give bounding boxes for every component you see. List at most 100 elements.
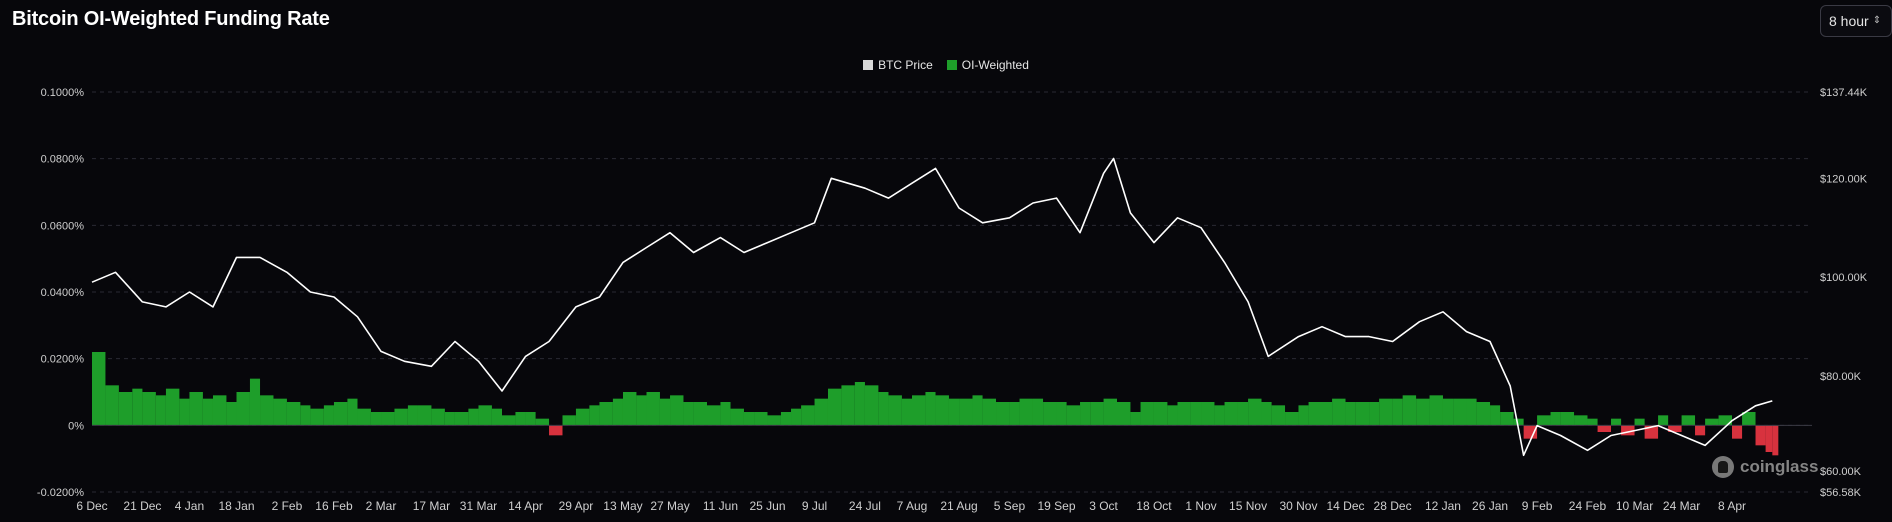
funding-bar-positive — [515, 412, 526, 426]
funding-bar-positive — [730, 408, 744, 426]
funding-bar-positive — [155, 395, 166, 426]
x-tick-label: 24 Mar — [1663, 499, 1700, 513]
funding-bar-positive — [1130, 412, 1141, 426]
funding-bar-positive — [1634, 418, 1645, 426]
x-tick-label: 24 Jul — [849, 499, 881, 513]
funding-bar-positive — [575, 408, 590, 426]
x-tick-label: 16 Feb — [315, 499, 353, 513]
funding-bar-positive — [260, 395, 274, 426]
funding-bar-positive — [1080, 402, 1091, 426]
funding-bar-positive — [599, 402, 613, 426]
funding-bar-positive — [525, 412, 536, 426]
funding-bar-positive — [226, 402, 237, 426]
funding-bar-positive — [767, 415, 781, 426]
funding-bar-positive — [1537, 415, 1551, 426]
funding-bar-positive — [1513, 418, 1524, 426]
funding-bar-positive — [478, 405, 492, 426]
funding-bar-positive — [707, 405, 721, 426]
funding-bar-positive — [791, 408, 802, 426]
funding-bar-positive — [562, 415, 576, 426]
x-tick-label: 10 Mar — [1616, 499, 1653, 513]
watermark-text: coinglass — [1740, 457, 1819, 476]
x-tick-label: 15 Nov — [1229, 499, 1267, 513]
funding-bar-positive — [780, 412, 792, 426]
funding-bar-positive — [1224, 402, 1238, 426]
x-tick-label: 14 Apr — [508, 499, 543, 513]
x-tick-label: 29 Apr — [559, 499, 594, 513]
funding-bar-positive — [1177, 402, 1191, 426]
x-tick-label: 4 Jan — [175, 499, 204, 513]
funding-bar-positive — [1587, 418, 1598, 426]
funding-bar-positive — [1560, 412, 1575, 426]
funding-bar-positive — [1574, 415, 1588, 426]
funding-bar-positive — [1103, 398, 1117, 426]
funding-bar-positive — [491, 408, 502, 426]
funding-bar-positive — [612, 398, 623, 426]
funding-bar-positive — [1453, 398, 1467, 426]
funding-bar-positive — [1742, 412, 1756, 426]
funding-bar-positive — [959, 398, 973, 426]
funding-bar-positive — [381, 412, 395, 426]
funding-bar-positive — [1681, 415, 1696, 426]
x-tick-label: 2 Feb — [272, 499, 303, 513]
x-tick-label: 9 Feb — [1522, 499, 1553, 513]
funding-bar-positive — [202, 398, 213, 426]
y-right-tick-label: $100.00K — [1820, 272, 1868, 284]
funding-bar-positive — [878, 392, 889, 426]
coinglass-logo-icon — [1712, 456, 1734, 478]
funding-bar-positive — [854, 382, 865, 426]
x-tick-label: 6 Dec — [76, 499, 107, 513]
funding-bar-positive — [1298, 405, 1309, 426]
funding-bar-positive — [142, 392, 156, 426]
y-left-tick-label: 0.1000% — [41, 87, 85, 99]
funding-bar-positive — [1090, 402, 1104, 426]
x-tick-label: 21 Dec — [123, 499, 161, 513]
funding-bar-positive — [370, 412, 382, 426]
x-tick-label: 14 Dec — [1327, 499, 1365, 513]
funding-bar-positive — [286, 402, 301, 426]
funding-bar-negative — [1732, 425, 1743, 439]
funding-bar-positive — [347, 398, 358, 426]
funding-bar-positive — [996, 402, 1010, 426]
funding-bar-positive — [801, 405, 815, 426]
funding-bar-positive — [454, 412, 469, 426]
funding-bar-positive — [179, 398, 190, 426]
legend-item-oi-weighted[interactable]: OI-Weighted — [946, 58, 1029, 72]
funding-bar-positive — [1345, 402, 1356, 426]
x-tick-label: 21 Aug — [940, 499, 977, 513]
x-tick-label: 24 Feb — [1569, 499, 1607, 513]
x-tick-label: 1 Nov — [1185, 499, 1216, 513]
funding-bar-positive — [1043, 402, 1057, 426]
y-right-tick-label: $80.00K — [1820, 371, 1862, 383]
x-tick-label: 7 Aug — [897, 499, 928, 513]
btc-price-line — [91, 157, 1773, 457]
funding-bar-negative — [1755, 425, 1766, 446]
funding-bar-positive — [901, 398, 912, 426]
funding-bar-positive — [925, 392, 936, 426]
funding-bar-negative — [1523, 425, 1538, 439]
x-tick-label: 25 Jun — [749, 499, 785, 513]
x-tick-label: 3 Oct — [1089, 499, 1118, 513]
funding-bar-positive — [1117, 402, 1131, 426]
funding-bar-negative — [1765, 425, 1773, 452]
y-left-tick-label: -0.0200% — [37, 487, 84, 499]
x-tick-label: 26 Jan — [1472, 499, 1508, 513]
funding-bar-negative — [1621, 425, 1635, 436]
funding-bar-positive — [1466, 398, 1477, 426]
x-tick-label: 18 Jan — [218, 499, 254, 513]
legend-item-btc-price[interactable]: BTC Price — [863, 58, 933, 72]
funding-bar-positive — [693, 402, 707, 426]
funding-bar-positive — [1392, 398, 1403, 426]
funding-bar-positive — [249, 378, 261, 426]
funding-bar-positive — [1658, 415, 1669, 426]
funding-bar-positive — [92, 352, 106, 426]
x-tick-label: 19 Sep — [1037, 499, 1075, 513]
funding-bar-positive — [333, 402, 348, 426]
funding-bar-positive — [841, 385, 855, 426]
funding-bar-positive — [310, 408, 324, 426]
funding-bar-positive — [589, 405, 600, 426]
funding-bar-positive — [659, 398, 671, 426]
x-tick-label: 28 Dec — [1374, 499, 1412, 513]
legend-label-btc-price: BTC Price — [878, 58, 933, 72]
